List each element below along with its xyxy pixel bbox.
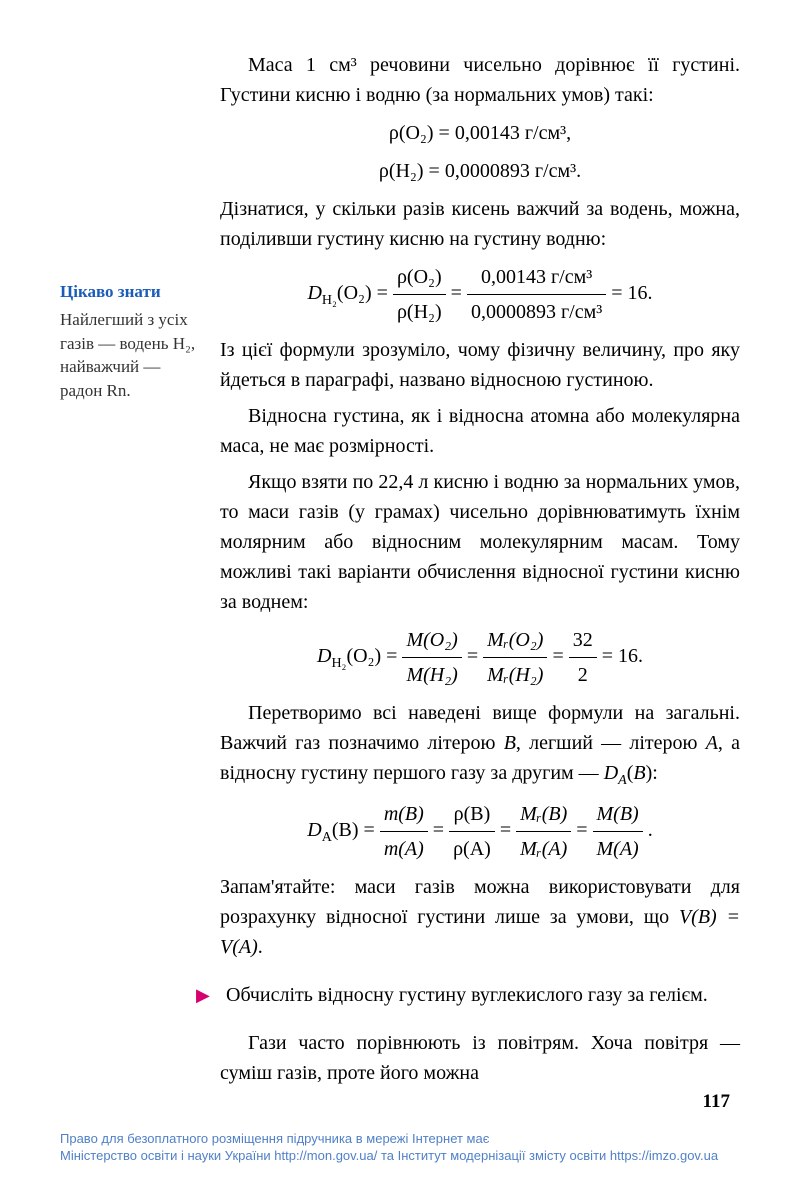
footer: Право для безоплатного розміщення підруч… xyxy=(60,1131,740,1165)
main-content: Маса 1 см³ речовини чисельно дорівнює її… xyxy=(220,50,740,1088)
task-text: Обчисліть відносну густину вуглекислого … xyxy=(226,984,708,1006)
formula-density-h2: ρ(H₂) = 0,0000893 г/см³. xyxy=(220,156,740,186)
footer-line-1: Право для безоплатного розміщення підруч… xyxy=(60,1131,740,1148)
footer-line-2: Міністерство освіти і науки України http… xyxy=(60,1148,740,1165)
paragraph-1: Маса 1 см³ речовини чисельно дорівнює її… xyxy=(220,50,740,110)
page-number: 117 xyxy=(703,1091,730,1113)
paragraph-8: Гази часто порівнюють із повітрям. Хоча … xyxy=(220,1028,740,1088)
formula-density-o2: ρ(O₂) = 0,00143 г/см³, xyxy=(220,118,740,148)
sidebar-note: Цікаво знати Найлегший з усіх газів — во… xyxy=(60,280,200,403)
formula-general: DA(B) = m(B)m(A) = ρ(B)ρ(A) = Mᵣ(B)Mᵣ(A)… xyxy=(220,799,740,864)
formula-molar: DH₂(O₂) = M(O₂)M(H₂) = Mᵣ(O₂)Mᵣ(H₂) = 32… xyxy=(220,625,740,690)
paragraph-4: Відносна густина, як і відносна атомна а… xyxy=(220,401,740,461)
formula-d-h2-o2: DH₂(O₂) = ρ(O₂)ρ(H₂) = 0,00143 г/см³0,00… xyxy=(220,262,740,327)
paragraph-2: Дізнатися, у скільки разів кисень важчий… xyxy=(220,194,740,254)
sidebar-title: Цікаво знати xyxy=(60,280,200,304)
task-block: ▶Обчисліть відносну густину вуглекислого… xyxy=(220,980,740,1010)
paragraph-5: Якщо взяти по 22,4 л кисню і водню за но… xyxy=(220,467,740,617)
sidebar-text: Найлегший з усіх газів — водень H₂, найв… xyxy=(60,308,200,403)
paragraph-7: Запам'ятайте: маси газів можна використо… xyxy=(220,872,740,962)
paragraph-6: Перетворимо всі наведені вище формули на… xyxy=(220,698,740,791)
paragraph-3: Із цієї формули зрозуміло, чому фізичну … xyxy=(220,335,740,395)
